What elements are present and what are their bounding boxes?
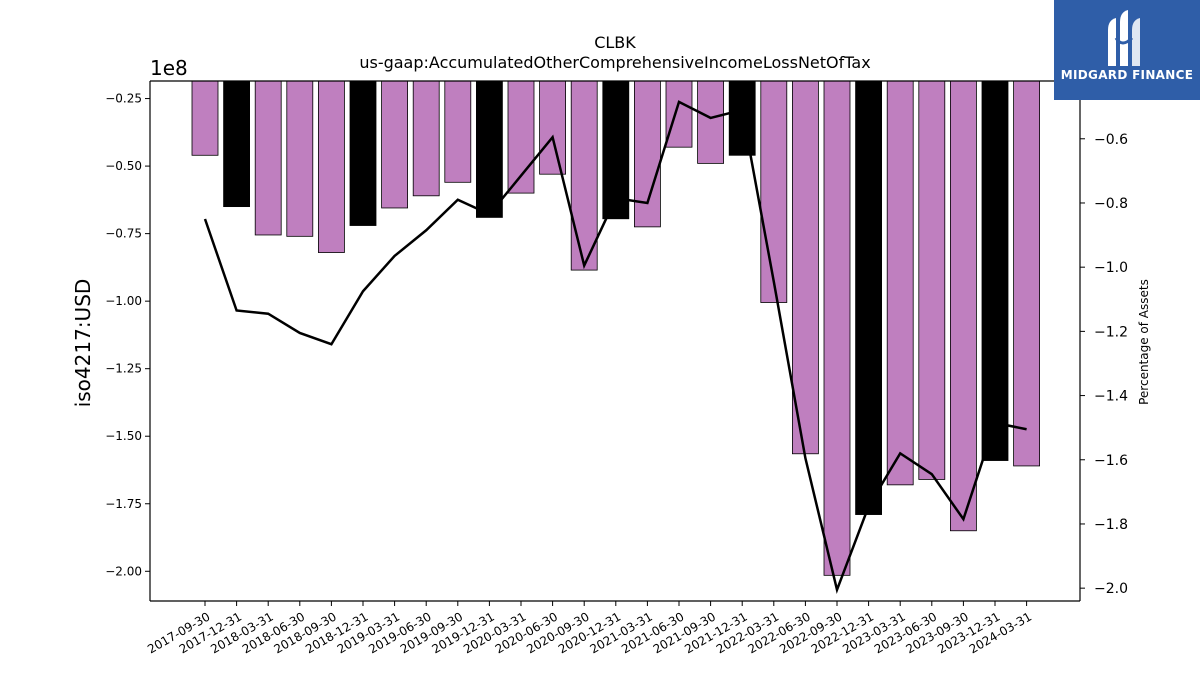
bar: [823, 80, 851, 576]
y2-tick-label: −2.0: [1094, 581, 1128, 597]
bar: [886, 80, 914, 486]
bar: [570, 80, 598, 271]
bar: [191, 80, 219, 156]
y-tick-label: −2.00: [105, 564, 142, 578]
bar: [254, 80, 282, 236]
bar: [349, 80, 377, 226]
chart-title: CLBK: [594, 33, 636, 52]
bar: [381, 80, 409, 209]
bar: [918, 80, 946, 480]
bar: [665, 80, 693, 148]
bar: [950, 80, 977, 532]
y-tick-label: −0.75: [105, 227, 142, 241]
bar: [317, 80, 345, 253]
y-tick-label: −1.25: [105, 362, 142, 376]
bar: [223, 80, 251, 208]
bar: [634, 80, 661, 228]
y-tick-label: −1.00: [105, 294, 142, 308]
y2-tick-label: −1.0: [1094, 260, 1128, 276]
y2-tick-label: −0.8: [1094, 196, 1128, 212]
bar: [792, 80, 819, 455]
bar: [760, 80, 788, 303]
logo-mark-icon: [1108, 10, 1140, 66]
midgard-finance-logo: MIDGARD FINANCE: [1054, 0, 1200, 100]
y-tick-label: −1.50: [105, 429, 142, 443]
y2-tick-label: −1.8: [1094, 517, 1128, 533]
y2-tick-label: −1.2: [1094, 324, 1128, 340]
bar: [1013, 80, 1040, 467]
bar: [475, 80, 503, 218]
series-line: [203, 100, 1027, 595]
chart-subtitle: us-gaap:AccumulatedOtherComprehensiveInc…: [359, 53, 870, 72]
bar-group: [191, 80, 1040, 576]
bar: [981, 80, 1009, 461]
y2-tick-label: −0.6: [1094, 132, 1128, 148]
bar: [444, 80, 472, 183]
line-group: [203, 100, 1027, 595]
y-offset-label: 1e8: [150, 56, 188, 80]
bar: [602, 80, 630, 220]
y-tick-label: −1.75: [105, 497, 142, 511]
y2-tick-label: −1.4: [1094, 389, 1128, 405]
bar: [286, 80, 314, 237]
bar: [855, 80, 882, 515]
logo-text: MIDGARD FINANCE: [1060, 68, 1194, 82]
bar: [412, 80, 440, 197]
y2-tick-label: −1.6: [1094, 453, 1128, 469]
y-tick-label: −0.25: [105, 92, 142, 106]
y2-axis-label: Percentage of Assets: [1137, 279, 1151, 405]
y-axis-label: iso4217:USD: [71, 279, 95, 408]
bar: [728, 80, 756, 156]
bar: [697, 80, 724, 164]
bar: [539, 80, 566, 175]
y-tick-label: −0.50: [105, 159, 142, 173]
